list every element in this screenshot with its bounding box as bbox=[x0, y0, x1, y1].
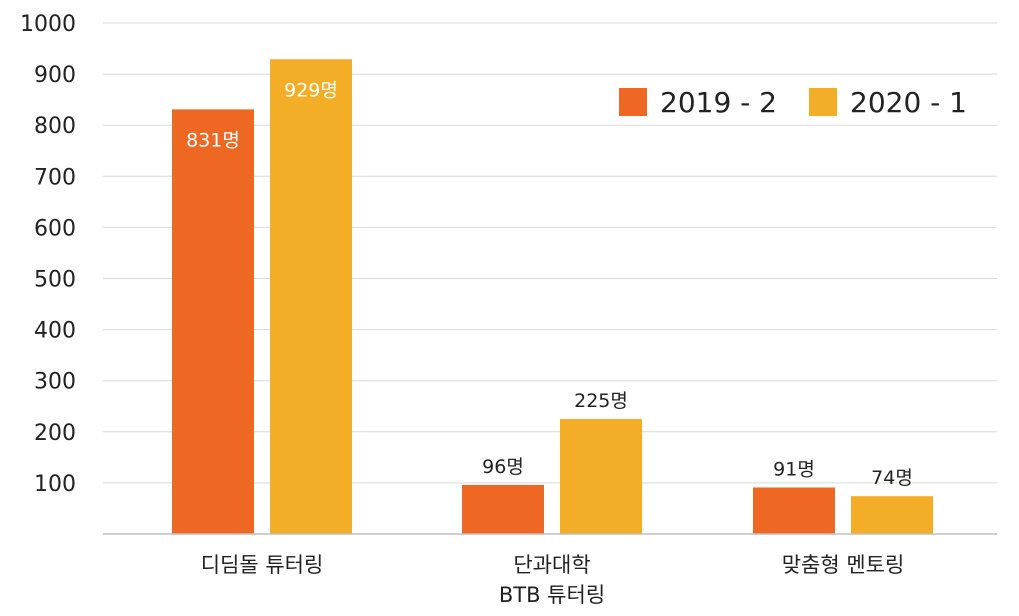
y-axis-ticks: 100 200 300 400 500 600 700 800 900 1000 bbox=[20, 12, 76, 497]
category-label: 단과대학 bbox=[513, 553, 590, 577]
y-tick-label: 700 bbox=[34, 165, 76, 190]
y-tick-label: 400 bbox=[34, 319, 76, 344]
legend-swatch-1 bbox=[619, 88, 647, 116]
data-label: 96명 bbox=[482, 456, 524, 478]
data-label: 929명 bbox=[284, 79, 338, 101]
bar-1-2 bbox=[462, 484, 544, 534]
y-tick-label: 200 bbox=[34, 421, 76, 446]
bar-2-2 bbox=[560, 419, 642, 534]
data-label: 74명 bbox=[871, 467, 913, 489]
legend: 2019 - 2 2020 - 1 bbox=[619, 86, 967, 119]
y-tick-label: 900 bbox=[34, 63, 76, 88]
y-tick-label: 300 bbox=[34, 370, 76, 395]
data-label: 831명 bbox=[186, 129, 240, 151]
category-label: BTB 튜터링 bbox=[499, 583, 605, 607]
bar-2-1 bbox=[270, 59, 352, 534]
legend-swatch-2 bbox=[809, 88, 837, 116]
bar-1-3 bbox=[753, 487, 835, 534]
legend-label-1: 2019 - 2 bbox=[660, 86, 777, 119]
y-tick-label: 100 bbox=[34, 472, 76, 497]
y-tick-label: 600 bbox=[34, 216, 76, 241]
category-label: 디딤돌 튜터링 bbox=[201, 553, 324, 577]
category-label: 맞춤형 멘토링 bbox=[782, 553, 905, 577]
y-tick-label: 800 bbox=[34, 114, 76, 139]
bar-1-1 bbox=[172, 109, 254, 534]
category-labels: 디딤돌 튜터링 단과대학 BTB 튜터링 맞춤형 멘토링 bbox=[201, 553, 905, 607]
bars: 831명 96명 91명 929명 225명 74명 bbox=[172, 59, 933, 534]
y-tick-label: 500 bbox=[34, 268, 76, 293]
legend-label-2: 2020 - 1 bbox=[850, 86, 967, 119]
data-label: 91명 bbox=[773, 458, 815, 480]
y-tick-label: 1000 bbox=[20, 12, 76, 37]
bar-2-3 bbox=[851, 496, 933, 534]
data-label: 225명 bbox=[574, 390, 628, 412]
